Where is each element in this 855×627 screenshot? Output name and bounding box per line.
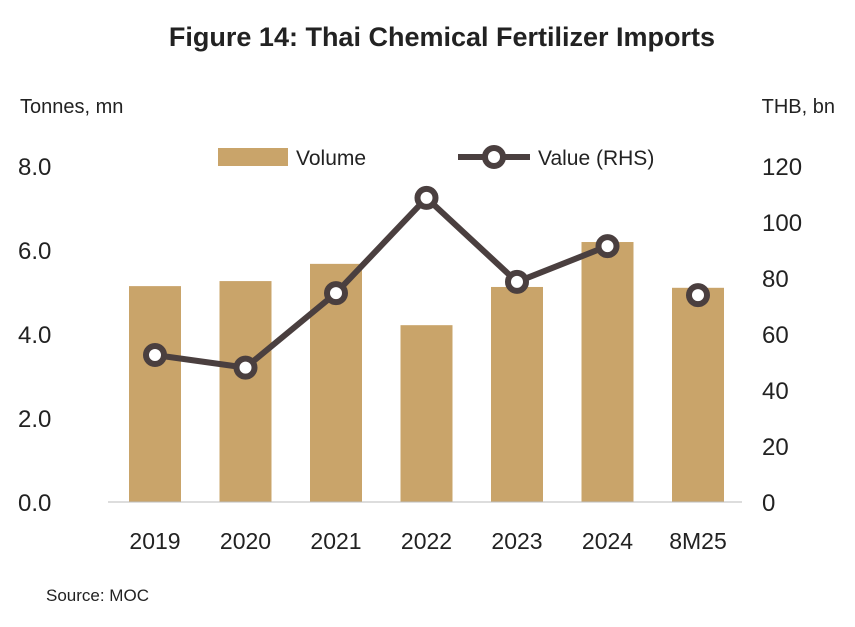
x-tick-label: 2022 <box>401 528 452 554</box>
x-tick-label: 2019 <box>129 528 180 554</box>
value-line-segment <box>242 290 339 371</box>
x-tick-label: 2024 <box>582 528 633 554</box>
legend-label-volume: Volume <box>296 147 366 170</box>
right-y-tick-label: 80 <box>762 266 789 293</box>
right-y-tick-label: 60 <box>762 322 789 349</box>
value-marker-2024 <box>595 234 620 259</box>
value-marker-8M25 <box>686 283 710 308</box>
left-y-tick-label: 6.0 <box>18 238 51 265</box>
value-line-segment <box>514 243 611 285</box>
left-y-tick-label: 0.0 <box>18 490 51 517</box>
legend-swatch-value-marker <box>482 145 506 169</box>
legend: Volume Value (RHS) <box>218 145 654 170</box>
left-y-tick-label: 4.0 <box>18 322 51 349</box>
bar-volume-8M25 <box>672 287 724 502</box>
bar-volume-2023 <box>491 286 543 502</box>
right-y-tick-label: 100 <box>762 210 802 237</box>
legend-swatch-volume <box>218 148 288 166</box>
x-tick-label: 2020 <box>220 528 271 554</box>
source-note: Source: MOC <box>46 586 149 605</box>
left-axis-label: Tonnes, mn <box>20 96 123 118</box>
chart-title: Figure 14: Thai Chemical Fertilizer Impo… <box>169 22 715 52</box>
bar-volume-2020 <box>219 281 272 502</box>
left-y-tick-label: 2.0 <box>18 406 51 433</box>
bar-volume-2022 <box>400 325 453 502</box>
right-y-tick-label: 20 <box>762 434 789 461</box>
value-marker-2019 <box>143 343 167 367</box>
left-y-tick-label: 8.0 <box>18 154 51 181</box>
legend-label-value: Value (RHS) <box>538 147 654 170</box>
value-line-segment <box>333 194 430 297</box>
value-line-segment <box>423 194 520 285</box>
bar-volume-2024 <box>581 242 634 502</box>
value-marker-2020 <box>233 355 258 380</box>
bar-volume-2019 <box>129 286 181 502</box>
value-marker-2022 <box>414 185 439 210</box>
value-marker-2021 <box>324 281 348 306</box>
right-y-tick-label: 40 <box>762 378 789 405</box>
right-y-tick-label: 0 <box>762 490 775 517</box>
right-y-tick-label: 120 <box>762 154 802 181</box>
right-axis-label: THB, bn <box>762 96 835 118</box>
value-marker-2023 <box>505 269 529 294</box>
value-line-segment <box>152 352 249 371</box>
x-tick-label: 2021 <box>310 528 361 554</box>
x-tick-label: 8M25 <box>669 528 727 554</box>
x-tick-label: 2023 <box>491 528 542 554</box>
